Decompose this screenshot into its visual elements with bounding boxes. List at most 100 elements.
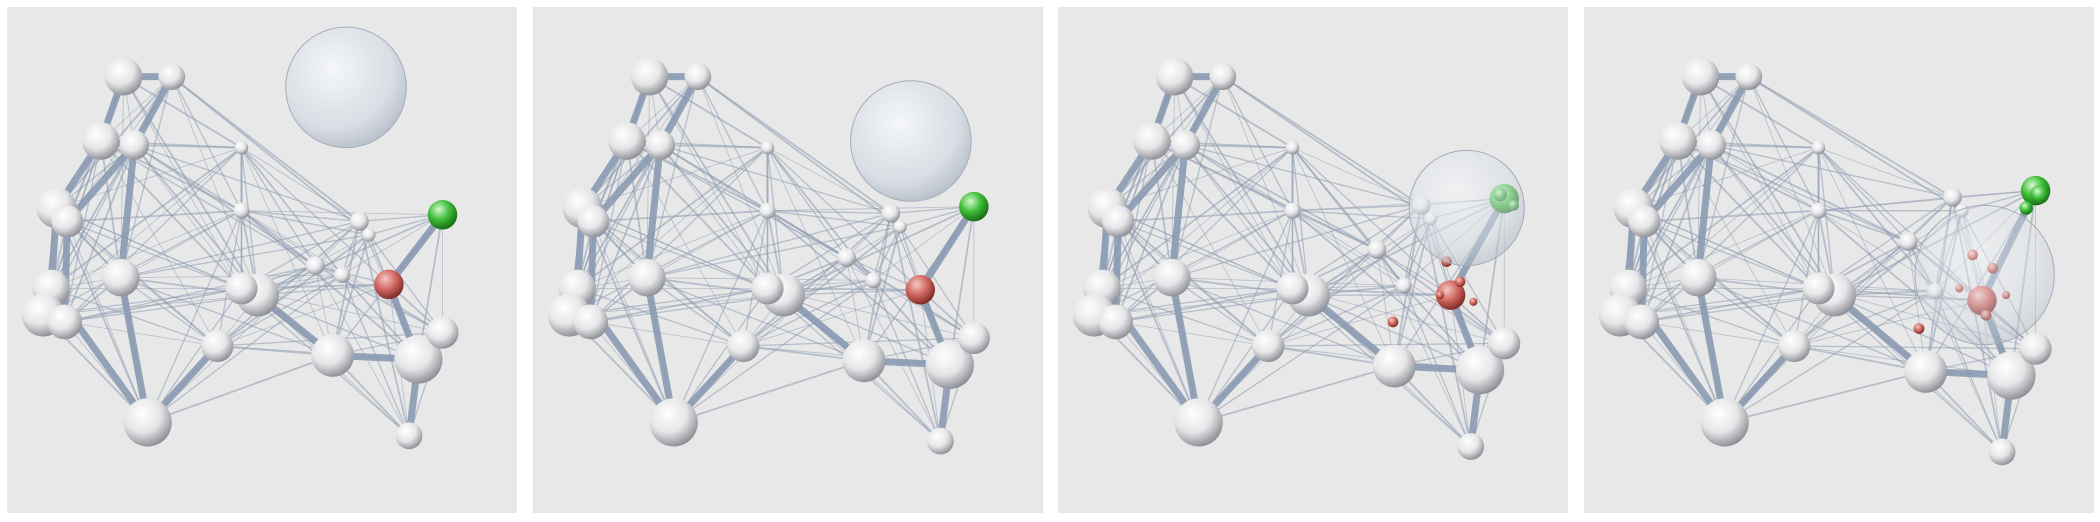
edge	[646, 277, 744, 347]
edge	[1117, 221, 1200, 423]
edge	[171, 76, 243, 211]
edge	[1171, 76, 1224, 278]
edge-strong	[916, 203, 978, 294]
edge	[1102, 287, 1269, 347]
node	[350, 212, 369, 231]
edge	[147, 210, 243, 423]
edge	[1711, 144, 1819, 149]
edge	[120, 277, 218, 347]
edge	[1818, 196, 1953, 212]
edge	[67, 209, 242, 223]
edge	[1644, 209, 1819, 223]
edge	[1697, 277, 1795, 347]
edge	[216, 220, 361, 347]
node	[881, 203, 901, 223]
edge	[240, 147, 316, 266]
focus-sphere	[285, 26, 407, 149]
node	[1810, 202, 1827, 219]
edge	[659, 144, 785, 296]
edge	[1292, 204, 1422, 212]
edge	[120, 277, 333, 357]
edge	[1643, 221, 1726, 423]
node	[234, 141, 249, 155]
node	[630, 57, 669, 96]
node	[1372, 344, 1416, 388]
node	[865, 272, 882, 289]
node	[959, 191, 989, 222]
node	[1102, 205, 1135, 238]
node	[47, 304, 83, 340]
edge	[241, 147, 360, 222]
node	[1174, 398, 1223, 447]
node	[759, 202, 776, 219]
edge	[123, 75, 242, 149]
edge	[649, 76, 768, 289]
edge	[1710, 144, 1819, 289]
edge	[100, 140, 218, 347]
edge	[889, 213, 942, 442]
edge	[42, 210, 242, 316]
edge	[1641, 321, 1795, 347]
edge	[1291, 147, 1405, 287]
edge	[1724, 288, 1820, 423]
node	[1457, 433, 1485, 460]
node-small	[2030, 185, 2049, 204]
edge	[1268, 342, 1505, 347]
node	[573, 304, 609, 340]
edge	[314, 265, 410, 436]
node	[426, 316, 459, 349]
edge	[767, 209, 848, 259]
edge	[314, 221, 360, 266]
edge	[1644, 221, 1795, 347]
node	[1170, 130, 1201, 160]
edge-strong	[1694, 141, 1715, 282]
node	[760, 141, 775, 155]
node	[926, 427, 954, 455]
edge	[673, 288, 769, 423]
node-small	[1469, 297, 1478, 306]
edge	[766, 147, 785, 296]
edge	[1627, 146, 1820, 290]
edge	[1151, 140, 1269, 347]
node-small	[1454, 276, 1466, 288]
edge	[1628, 210, 1819, 289]
edge	[742, 226, 901, 347]
node	[1133, 122, 1171, 160]
edge	[1700, 75, 1819, 149]
edge	[1185, 144, 1293, 149]
node-small	[1435, 291, 1444, 300]
edge	[358, 221, 410, 437]
node-small	[2019, 201, 2033, 215]
edge	[697, 75, 901, 228]
node	[1802, 272, 1835, 305]
node	[395, 422, 423, 450]
edge	[64, 147, 242, 323]
node	[925, 340, 974, 389]
node	[2019, 332, 2052, 365]
edge	[1115, 287, 1293, 323]
edge-strong	[1168, 141, 1189, 282]
edge	[1115, 147, 1293, 323]
edge-strong	[643, 274, 678, 426]
edge	[1676, 140, 1699, 278]
edge	[1700, 76, 1819, 289]
edge-strong	[589, 141, 664, 225]
edge-strong	[1640, 141, 1715, 225]
edges	[568, 73, 978, 445]
node	[233, 202, 250, 219]
edge	[1184, 144, 1378, 251]
node	[305, 256, 325, 275]
node	[1285, 141, 1300, 155]
edge	[646, 210, 768, 279]
edge	[1150, 140, 1173, 278]
edge	[331, 221, 361, 356]
node	[1898, 232, 1918, 251]
edge	[240, 209, 419, 361]
node	[158, 63, 186, 91]
edge	[1711, 144, 1819, 212]
node	[1276, 272, 1309, 305]
edge	[646, 76, 699, 278]
edge	[51, 287, 218, 347]
edge	[240, 209, 316, 267]
node	[1155, 57, 1194, 96]
